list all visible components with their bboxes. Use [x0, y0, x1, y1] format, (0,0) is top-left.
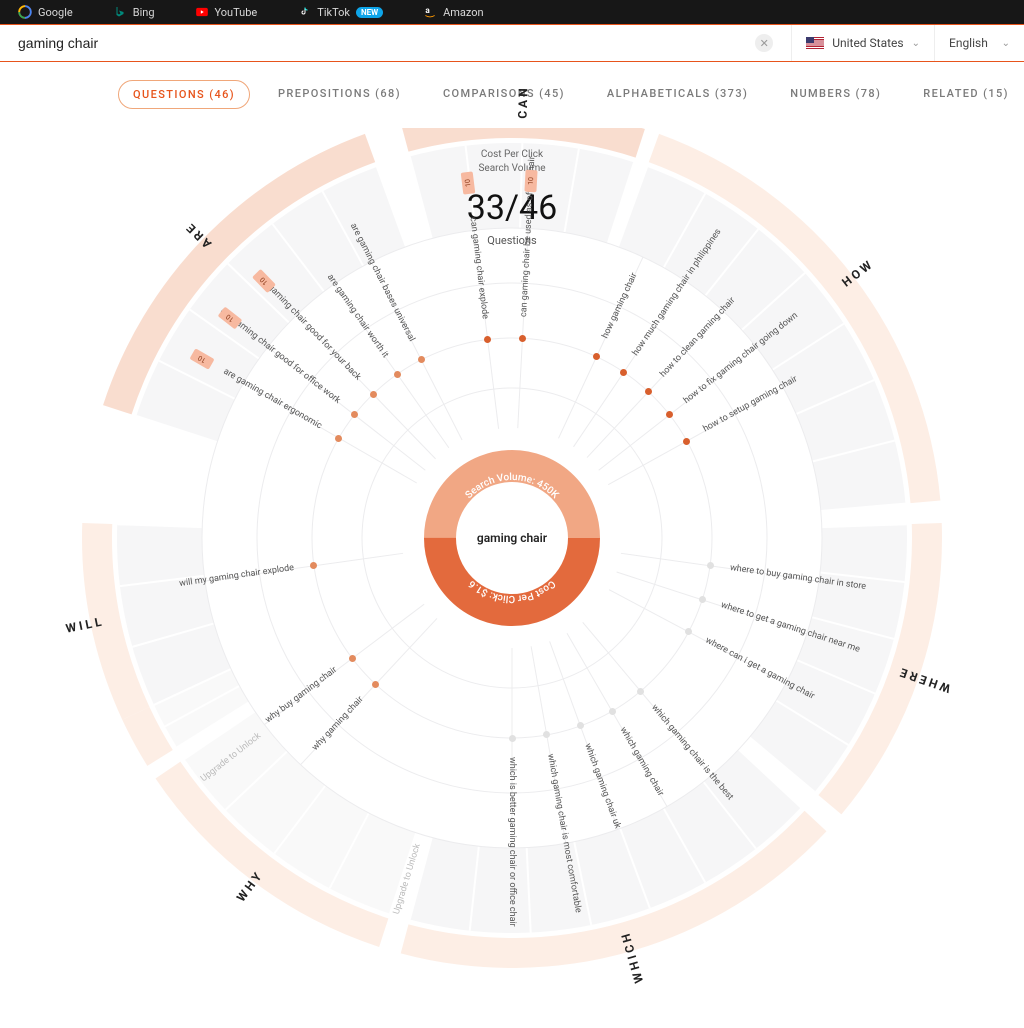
engine-google[interactable]: Google: [18, 5, 73, 19]
question-count-label: Questions: [412, 234, 612, 247]
engine-tiktok[interactable]: TikTok NEW: [297, 5, 383, 19]
spoke-dot: [699, 596, 706, 603]
bing-icon: [113, 5, 127, 19]
spoke-dot: [372, 681, 379, 688]
tab-1[interactable]: PREPOSITIONS (68): [264, 80, 415, 109]
google-icon: [18, 5, 32, 19]
engine-amazon[interactable]: a Amazon: [423, 5, 484, 19]
center-stats: Cost Per Click Search Volume 33/46 Quest…: [412, 146, 612, 247]
tab-0[interactable]: QUESTIONS (46): [118, 80, 250, 109]
spoke-dot: [335, 435, 342, 442]
sv-label: Search Volume: [412, 163, 612, 174]
tab-2[interactable]: COMPARISONS (45): [429, 80, 579, 109]
question-count: 33/46: [412, 188, 612, 228]
clear-search-icon[interactable]: ✕: [755, 34, 773, 52]
svg-text:a: a: [425, 5, 430, 15]
spoke-dot: [519, 335, 526, 342]
search-input[interactable]: [18, 35, 755, 51]
chevron-down-icon: ⌄: [1002, 38, 1010, 49]
tab-4[interactable]: NUMBERS (78): [776, 80, 895, 109]
spoke-dot: [418, 356, 425, 363]
center-donut: Search Volume: 450K Cost Per Click: $1.6…: [422, 448, 602, 628]
tab-3[interactable]: ALPHABETICALS (373): [593, 80, 762, 109]
spoke-dot: [707, 562, 714, 569]
engine-label: TikTok: [317, 6, 350, 19]
spoke-dot: [683, 438, 690, 445]
donut-center-label: gaming chair: [464, 490, 560, 586]
engine-youtube[interactable]: YouTube: [195, 5, 258, 19]
spoke-dot: [394, 371, 401, 378]
engine-bing[interactable]: Bing: [113, 5, 155, 19]
spoke-dot: [509, 735, 516, 742]
search-box: ✕: [0, 25, 791, 61]
region-select[interactable]: United States ⌄: [791, 25, 934, 61]
chevron-down-icon: ⌄: [912, 38, 920, 49]
spoke-label[interactable]: which is better gaming chair or office c…: [507, 757, 517, 927]
tab-5[interactable]: RELATED (15): [909, 80, 1023, 109]
question-wheel: Cost Per Click Search Volume 33/46 Quest…: [62, 128, 962, 1028]
spoke-dot: [637, 688, 644, 695]
section-label-can[interactable]: CAN: [516, 85, 531, 119]
engine-label: YouTube: [215, 6, 258, 19]
amazon-icon: a: [423, 5, 437, 19]
search-row: ✕ United States ⌄ English ⌄: [0, 24, 1024, 62]
volume-badge: 10: [524, 170, 537, 193]
engine-topbar: Google Bing YouTube TikTok NEW a Amazon: [0, 0, 1024, 24]
category-tabs: QUESTIONS (46) PREPOSITIONS (68) COMPARISO…: [0, 62, 1024, 129]
engine-label: Amazon: [443, 6, 484, 19]
us-flag-icon: [806, 37, 824, 49]
cpc-label: Cost Per Click: [412, 149, 612, 160]
language-select[interactable]: English ⌄: [934, 25, 1024, 61]
youtube-icon: [195, 5, 209, 19]
engine-label: Google: [38, 6, 73, 19]
spoke-dot: [349, 655, 356, 662]
spoke-dot: [620, 369, 627, 376]
region-label: United States: [832, 36, 903, 50]
spoke-dot: [370, 391, 377, 398]
language-label: English: [949, 36, 988, 50]
new-badge: NEW: [356, 7, 383, 18]
tiktok-icon: [297, 5, 311, 19]
spoke-dot: [609, 708, 616, 715]
engine-label: Bing: [133, 6, 155, 19]
